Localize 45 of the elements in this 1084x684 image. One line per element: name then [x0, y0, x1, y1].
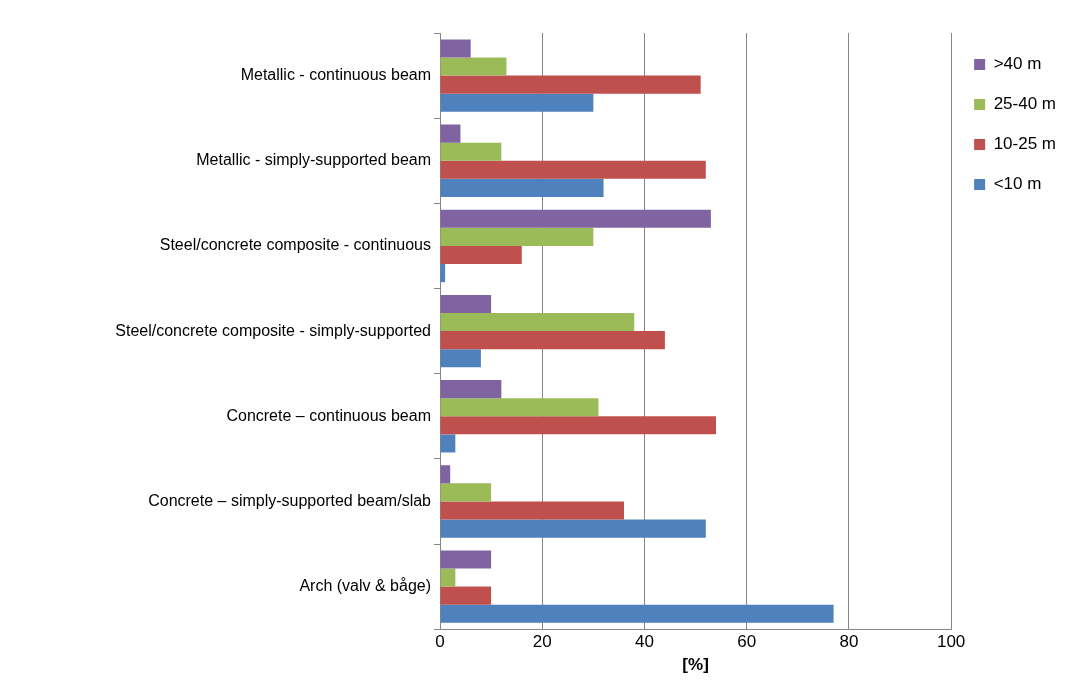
bar — [440, 416, 717, 435]
bar — [440, 57, 507, 76]
bar — [440, 75, 701, 94]
bar — [440, 349, 481, 368]
x-tick-label: 0 — [435, 632, 445, 652]
bar — [440, 93, 594, 112]
legend-label: >40 m — [993, 54, 1042, 74]
bar — [440, 483, 492, 502]
bar — [440, 568, 456, 587]
x-tick-label: 60 — [737, 632, 757, 652]
bar — [440, 209, 711, 228]
legend-label: 10-25 m — [993, 134, 1057, 154]
bar — [440, 294, 492, 313]
bar — [440, 142, 502, 161]
bar — [440, 465, 451, 484]
bar — [440, 39, 471, 58]
bar — [440, 550, 492, 569]
bar — [440, 160, 706, 179]
x-tick-label: 40 — [634, 632, 654, 652]
bar — [440, 380, 502, 399]
bar — [440, 604, 834, 623]
x-tick-label: 80 — [839, 632, 859, 652]
legend-label: 25-40 m — [993, 94, 1057, 114]
y-tick-label: Steel/concrete composite - continuous — [159, 236, 431, 254]
bar — [440, 434, 456, 453]
y-tick-label: Concrete – simply-supported beam/slab — [148, 491, 432, 509]
bar — [440, 245, 522, 265]
y-tick-label: Metallic - simply-supported beam — [196, 151, 431, 169]
legend-label: <10 m — [993, 174, 1042, 194]
bar — [440, 501, 625, 520]
bar — [440, 519, 706, 538]
x-tick-label: 100 — [936, 632, 966, 652]
x-axis-title: [%] — [682, 655, 709, 675]
bar — [440, 398, 599, 417]
y-tick-label: Metallic - continuous beam — [240, 65, 431, 83]
bar — [440, 313, 635, 332]
y-tick-label: Steel/concrete composite - simply-supported — [115, 321, 431, 339]
bar — [440, 178, 604, 197]
x-tick-label: 20 — [532, 632, 552, 652]
y-tick-label: Concrete – continuous beam — [226, 406, 431, 424]
bar — [440, 227, 594, 246]
y-tick-label: Arch (valv & båge) — [299, 577, 431, 595]
bar — [440, 586, 492, 605]
bar — [440, 124, 461, 143]
bar — [440, 331, 665, 350]
